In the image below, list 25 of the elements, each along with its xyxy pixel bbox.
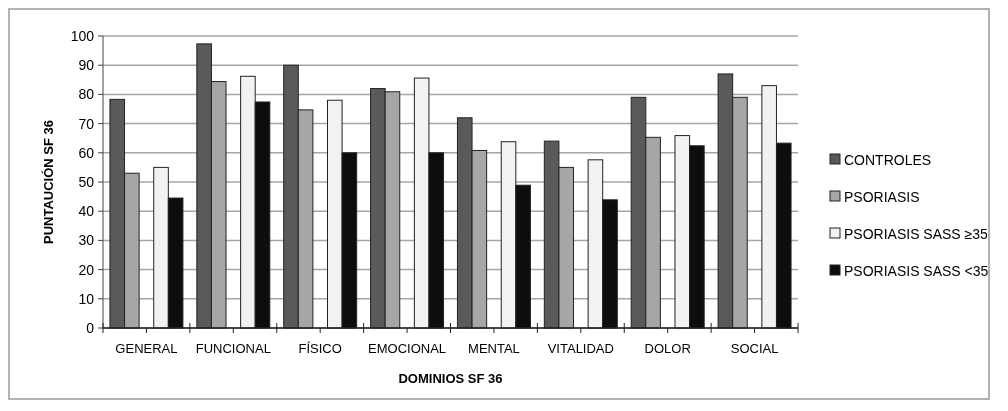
x-axis-title: DOMINIOS SF 36 xyxy=(398,371,503,386)
x-tick-label: DOLOR xyxy=(644,341,691,356)
legend-label: PSORIASIS SASS ≥35 xyxy=(844,225,989,242)
x-tick-label: FÍSICO xyxy=(298,341,342,356)
legend-label: PSORIASIS SASS <35 xyxy=(844,262,989,279)
y-axis-title: PUNTAUCIÓN SF 36 xyxy=(41,120,56,244)
y-tick-label: 0 xyxy=(86,319,95,336)
y-tick-label: 100 xyxy=(70,27,95,44)
y-tick-label: 70 xyxy=(78,115,95,132)
x-tick-label: SOCIAL xyxy=(730,341,779,356)
x-tick-label: GENERAL xyxy=(115,341,178,356)
y-tick-label: 90 xyxy=(78,57,95,74)
y-tick-label: 40 xyxy=(78,203,95,220)
x-tick-label: EMOCIONAL xyxy=(368,341,447,356)
x-tick-label: FUNCIONAL xyxy=(195,341,271,356)
y-tick-label: 30 xyxy=(78,232,95,249)
legend-label: CONTROLES xyxy=(844,151,932,168)
y-tick-label: 20 xyxy=(78,261,95,278)
x-tick-label: VITALIDAD xyxy=(547,341,614,356)
y-tick-label: 50 xyxy=(78,173,95,190)
x-tick-label: MENTAL xyxy=(468,341,520,356)
y-tick-label: 60 xyxy=(78,144,95,161)
y-tick-label: 80 xyxy=(78,86,95,103)
legend-label: PSORIASIS xyxy=(844,188,920,205)
y-tick-label: 10 xyxy=(78,290,95,307)
